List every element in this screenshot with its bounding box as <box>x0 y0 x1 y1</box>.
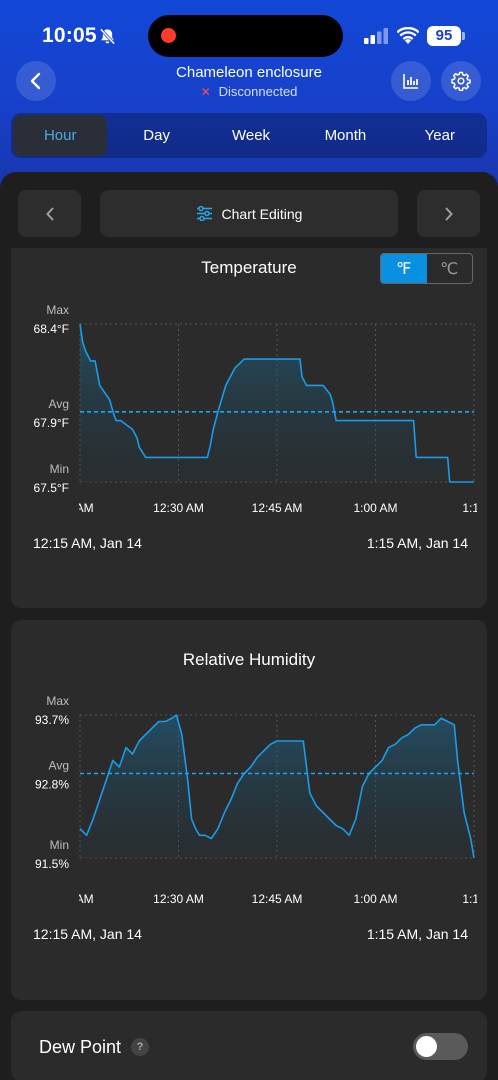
bell-slash-icon <box>99 28 116 45</box>
y-label-avg-value: 92.8% <box>35 778 69 792</box>
recording-indicator-icon <box>161 28 176 43</box>
battery-tip <box>462 32 465 40</box>
humidity-chart: Max 93.7% Avg 92.8% Min 91.5% 5 AM 12:30 AM 12:4… <box>35 694 486 906</box>
humidity-range-start: 12:15 AM, Jan 14 <box>33 926 142 942</box>
y-label-max-title: Max <box>46 303 69 317</box>
x-tick-label: 12:30 AM <box>153 501 204 515</box>
temperature-range-end: 1:15 AM, Jan 14 <box>366 535 468 551</box>
previous-period-button[interactable] <box>18 190 81 237</box>
temperature-card: Temperature ℉ ℃ Max 68.4°F Avg 67.9°F Min 67.… <box>11 248 487 608</box>
statistics-button[interactable] <box>391 61 431 101</box>
series-area <box>80 324 474 482</box>
x-tick-label: 12:30 AM <box>153 892 204 906</box>
disconnected-icon: ✕ <box>200 85 211 99</box>
y-label-min-title: Min <box>50 838 69 852</box>
temperature-chart: Max 68.4°F Avg 67.9°F Min 67.5°F 5 AM 12:30 AM 1… <box>34 303 486 515</box>
chart-editing-button[interactable]: Chart Editing <box>100 190 398 237</box>
battery-level: 95 <box>427 26 461 46</box>
x-tick-label: 12:45 AM <box>252 501 303 515</box>
temperature-range-start: 12:15 AM, Jan 14 <box>33 535 142 551</box>
dynamic-island <box>148 15 343 57</box>
x-tick-label: 12:45 AM <box>252 892 303 906</box>
y-label-max-title: Max <box>46 694 69 708</box>
sliders-icon <box>196 206 212 221</box>
tab-week[interactable]: Week <box>231 127 271 144</box>
cellular-signal-icon <box>364 28 388 44</box>
dew-point-label: Dew Point <box>39 1037 122 1057</box>
connection-status-label: Disconnected <box>218 84 298 99</box>
bar-chart-icon <box>403 74 418 89</box>
time-range-tabs: Hour Day Week Month Year <box>11 113 487 158</box>
y-label-avg-title: Avg <box>49 397 69 411</box>
chevron-left-icon <box>30 72 41 90</box>
chevron-left-icon <box>45 207 53 220</box>
fahrenheit-option[interactable]: ℉ <box>381 254 427 283</box>
x-tick-label: 1:00 AM <box>353 501 397 515</box>
dew-point-card: Dew Point ? <box>11 1011 487 1080</box>
x-tick-label: 5 AM <box>66 501 93 515</box>
device-title: Chameleon enclosure <box>176 64 322 81</box>
x-tick-label: 1:00 AM <box>353 892 397 906</box>
tab-hour[interactable]: Hour <box>13 115 108 156</box>
x-tick-label: 5 AM <box>66 892 93 906</box>
series-line <box>79 714 475 859</box>
x-tick-label: 1:15 <box>462 501 486 515</box>
status-time: 10:05 <box>42 24 97 47</box>
y-label-min-title: Min <box>50 462 69 476</box>
y-label-max-value: 93.7% <box>35 713 69 727</box>
toggle-knob <box>416 1036 437 1057</box>
x-tick-label: 1:15 <box>462 892 486 906</box>
y-label-min-value: 67.5°F <box>34 481 69 495</box>
y-label-max-value: 68.4°F <box>34 322 69 336</box>
connection-status: ✕ Disconnected <box>0 84 498 99</box>
y-label-avg-title: Avg <box>49 759 69 773</box>
temperature-unit-toggle: ℉ ℃ <box>380 253 473 284</box>
series-line <box>79 323 474 483</box>
tab-month[interactable]: Month <box>324 127 367 144</box>
humidity-title: Relative Humidity <box>182 650 316 669</box>
back-button[interactable] <box>16 61 56 101</box>
humidity-card: Relative Humidity Max 93.7% Avg 92.8% Min 91.… <box>11 620 487 1000</box>
chevron-right-icon <box>445 207 453 220</box>
wifi-icon <box>397 27 419 44</box>
y-label-min-value: 91.5% <box>35 857 69 871</box>
tab-day[interactable]: Day <box>143 127 170 144</box>
settings-button[interactable] <box>441 61 481 101</box>
temperature-title: Temperature <box>201 258 297 277</box>
humidity-range-end: 1:15 AM, Jan 14 <box>366 926 468 942</box>
series-area <box>80 715 474 858</box>
chart-editing-label: Chart Editing <box>221 205 303 222</box>
celsius-option[interactable]: ℃ <box>440 260 459 278</box>
gear-icon <box>451 71 471 91</box>
y-label-avg-value: 67.9°F <box>34 416 69 430</box>
help-icon[interactable]: ? <box>131 1038 149 1056</box>
dew-point-toggle[interactable] <box>413 1033 468 1060</box>
tab-year[interactable]: Year <box>424 127 455 144</box>
next-period-button[interactable] <box>417 190 480 237</box>
status-bar: 10:05 95 <box>0 0 498 70</box>
